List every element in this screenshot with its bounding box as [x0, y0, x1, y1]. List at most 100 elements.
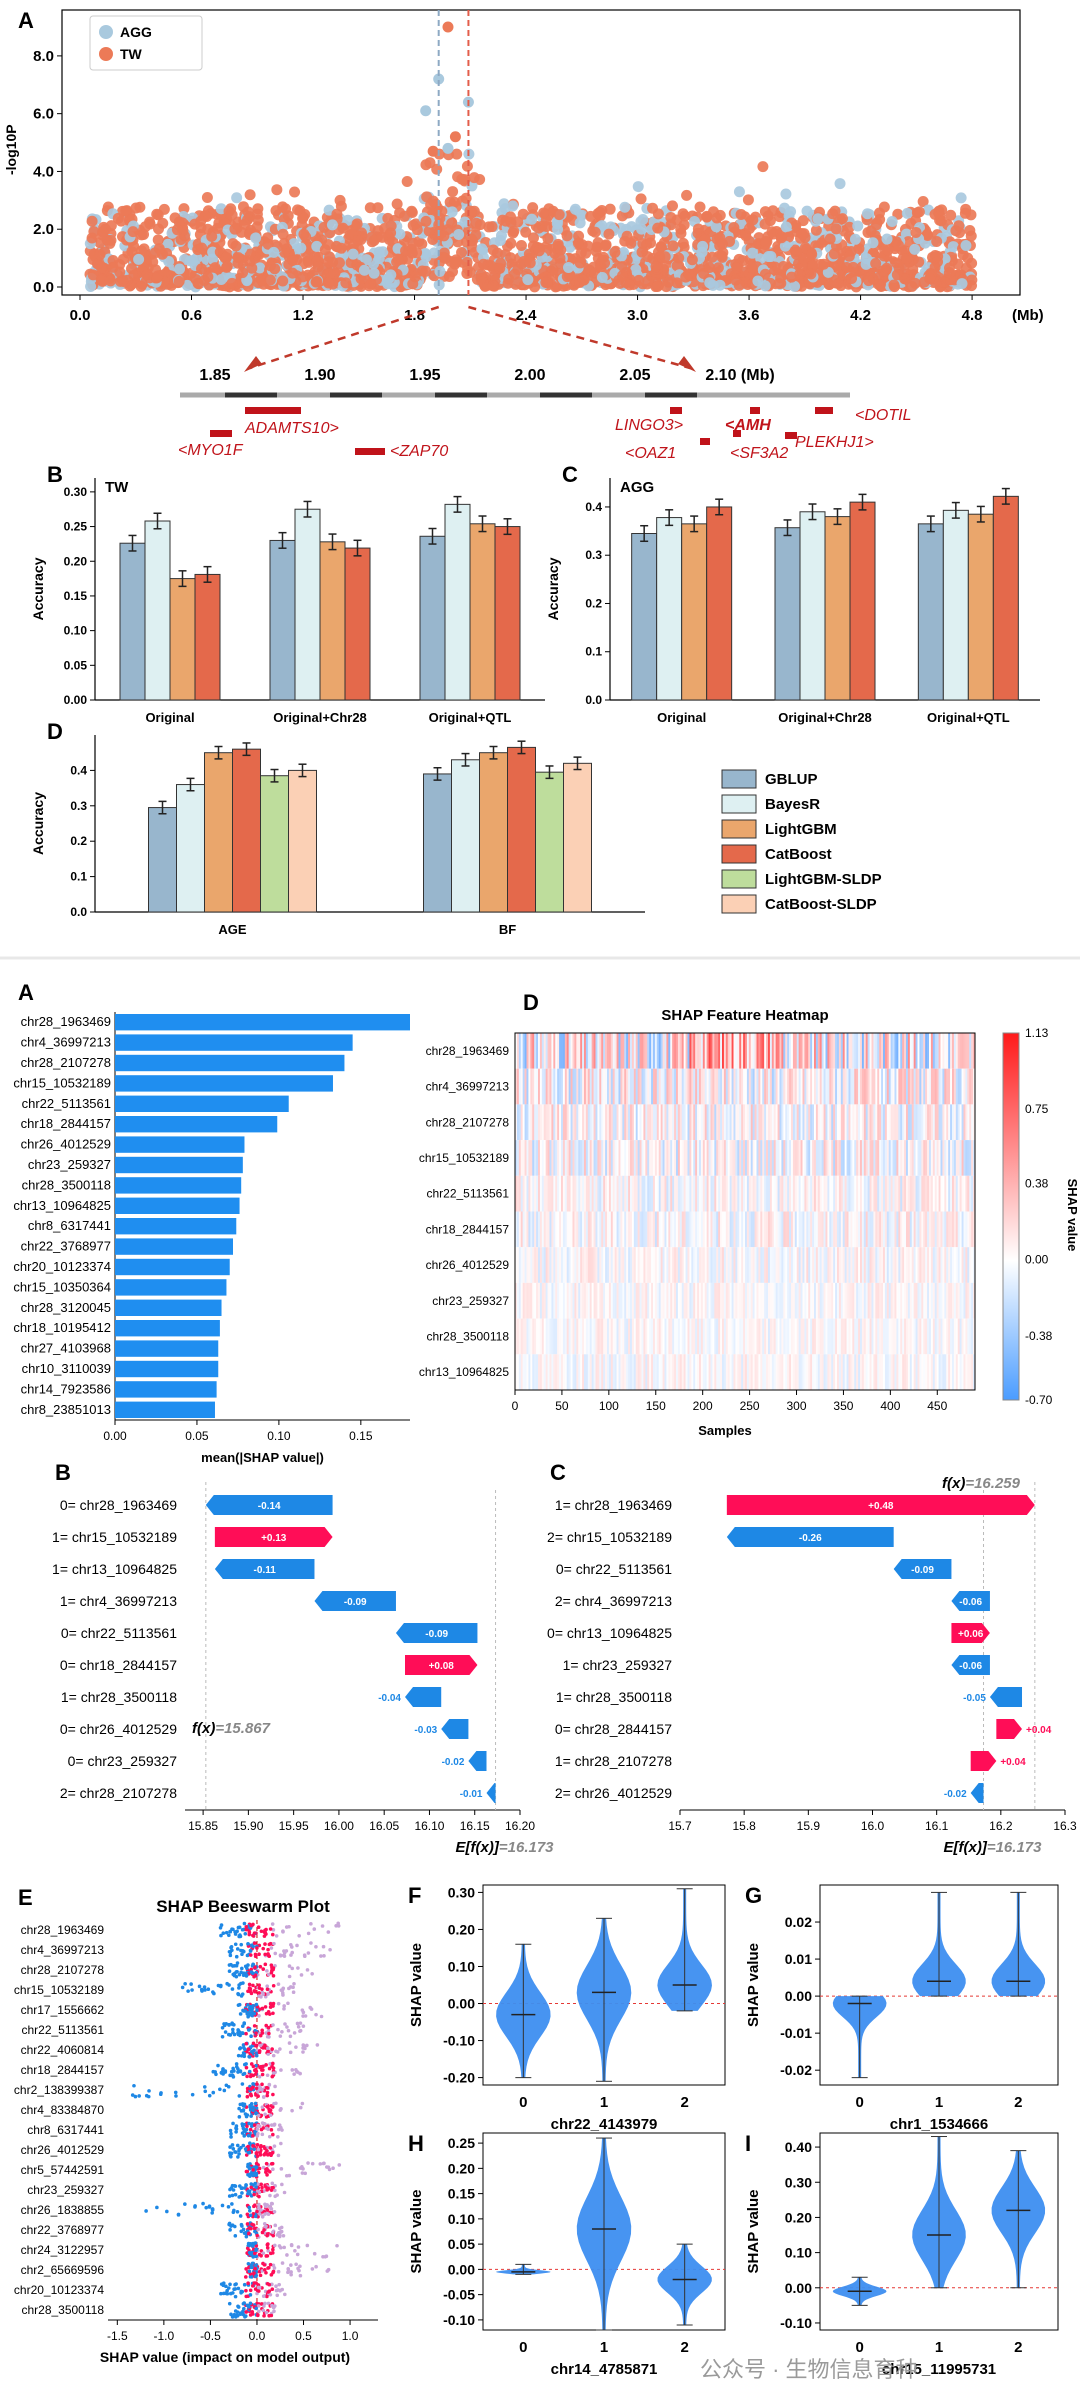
heatmap-cell — [754, 1140, 757, 1176]
heatmap-cell — [637, 1033, 640, 1069]
heatmap-cell — [838, 1247, 842, 1283]
heatmap-cell — [530, 1247, 533, 1283]
heatmap-cell — [672, 1211, 675, 1248]
heatmap-cell — [858, 1068, 861, 1105]
heatmap-cell — [630, 1318, 633, 1355]
heatmap-cell — [733, 1140, 736, 1176]
tw-point — [538, 207, 550, 219]
heatmap-cell — [639, 1068, 642, 1105]
heatmap-cell — [959, 1175, 962, 1212]
heatmap-cell — [545, 1175, 548, 1212]
heatmap-cell — [781, 1140, 784, 1176]
heatmap-cell — [574, 1140, 577, 1176]
heatmap-cell — [656, 1140, 660, 1176]
heatmap-cell — [789, 1033, 792, 1069]
heatmap-cell — [633, 1247, 637, 1283]
heatmap-cell — [720, 1282, 723, 1319]
heatmap-cell — [608, 1104, 612, 1141]
heatmap-cell — [676, 1033, 679, 1069]
heatmap-cell — [643, 1211, 646, 1248]
heatmap-cell — [559, 1247, 562, 1283]
heatmap-cell — [691, 1175, 694, 1212]
heatmap-cell — [551, 1175, 554, 1212]
heatmap-cell — [844, 1068, 847, 1105]
heatmap-cell — [875, 1104, 878, 1141]
heatmap-cell — [963, 1140, 966, 1176]
tw-point — [298, 228, 310, 240]
heatmap-cell — [622, 1104, 625, 1141]
heatmap-cell — [731, 1175, 734, 1212]
heatmap-cell — [967, 1140, 970, 1176]
heatmap-cell — [731, 1033, 734, 1069]
heatmap-cell — [689, 1175, 692, 1212]
heatmap-cell — [865, 1211, 868, 1248]
heatmap-cell — [934, 1104, 937, 1141]
heatmap-cell — [729, 1033, 732, 1069]
heatmap-cell — [861, 1033, 865, 1069]
tw-point — [494, 262, 506, 274]
heatmap-cell — [884, 1033, 888, 1069]
heatmap-cell — [522, 1247, 525, 1283]
heatmap-cell — [814, 1140, 817, 1176]
heatmap-cell — [798, 1068, 801, 1105]
heatmap-cell — [892, 1140, 895, 1176]
heatmap-cell — [591, 1282, 594, 1319]
heatmap-cell — [909, 1282, 913, 1319]
category-label: BF — [499, 922, 516, 937]
bar — [115, 1054, 345, 1072]
heatmap-cell — [852, 1175, 855, 1212]
heatmap-cell — [631, 1175, 635, 1212]
tw-point — [882, 244, 894, 256]
heatmap-cell — [936, 1104, 939, 1141]
heatmap-cell — [716, 1068, 719, 1105]
heatmap-cell — [528, 1318, 531, 1355]
heatmap-cell — [656, 1068, 660, 1105]
tw-point — [829, 205, 841, 217]
agg-point — [85, 281, 97, 293]
heatmap-cell — [938, 1068, 941, 1105]
tw-point — [659, 251, 671, 263]
heatmap-cell — [710, 1175, 713, 1212]
heatmap-cell — [593, 1211, 596, 1248]
heatmap-cell — [953, 1068, 957, 1105]
heatmap-cell — [670, 1068, 673, 1105]
heatmap-cell — [741, 1282, 744, 1319]
heatmap-cell — [603, 1282, 606, 1319]
heatmap-cell — [840, 1282, 844, 1319]
heatmap-cell — [599, 1247, 602, 1283]
heatmap-cell — [825, 1140, 828, 1176]
heatmap-cell — [547, 1175, 550, 1212]
heatmap-cell — [779, 1068, 782, 1105]
heatmap-cell — [831, 1068, 834, 1105]
agg-point — [295, 242, 307, 254]
heatmap-cell — [785, 1247, 788, 1283]
agg-point — [526, 213, 538, 225]
heatmap-cell — [641, 1282, 644, 1319]
heatmap-cell — [641, 1104, 644, 1141]
heatmap-cell — [697, 1211, 700, 1248]
heatmap-cell — [716, 1140, 719, 1176]
heatmap-cell — [802, 1140, 805, 1176]
heatmap-cell — [630, 1282, 633, 1319]
agg-point — [636, 223, 648, 235]
tw-point — [743, 268, 755, 280]
heatmap-cell — [877, 1068, 880, 1105]
tw-point — [139, 221, 151, 233]
heatmap-cell — [699, 1033, 702, 1069]
heatmap-cell — [587, 1175, 591, 1212]
tw-point — [239, 218, 251, 230]
heatmap-cell — [758, 1033, 761, 1069]
tw-point — [440, 252, 452, 264]
heatmap-cell — [944, 1068, 947, 1105]
tw-point — [686, 254, 698, 266]
tw-point — [230, 240, 242, 252]
heatmap-cell — [628, 1247, 631, 1283]
heatmap-cell — [823, 1282, 826, 1319]
tw-point — [364, 278, 376, 290]
tw-point — [271, 184, 283, 196]
track-tick-label: 1.85 — [199, 367, 230, 384]
heatmap-cell — [815, 1068, 819, 1105]
heatmap-cell — [532, 1282, 535, 1319]
tw-point — [574, 276, 586, 288]
highlight-point — [427, 145, 439, 157]
